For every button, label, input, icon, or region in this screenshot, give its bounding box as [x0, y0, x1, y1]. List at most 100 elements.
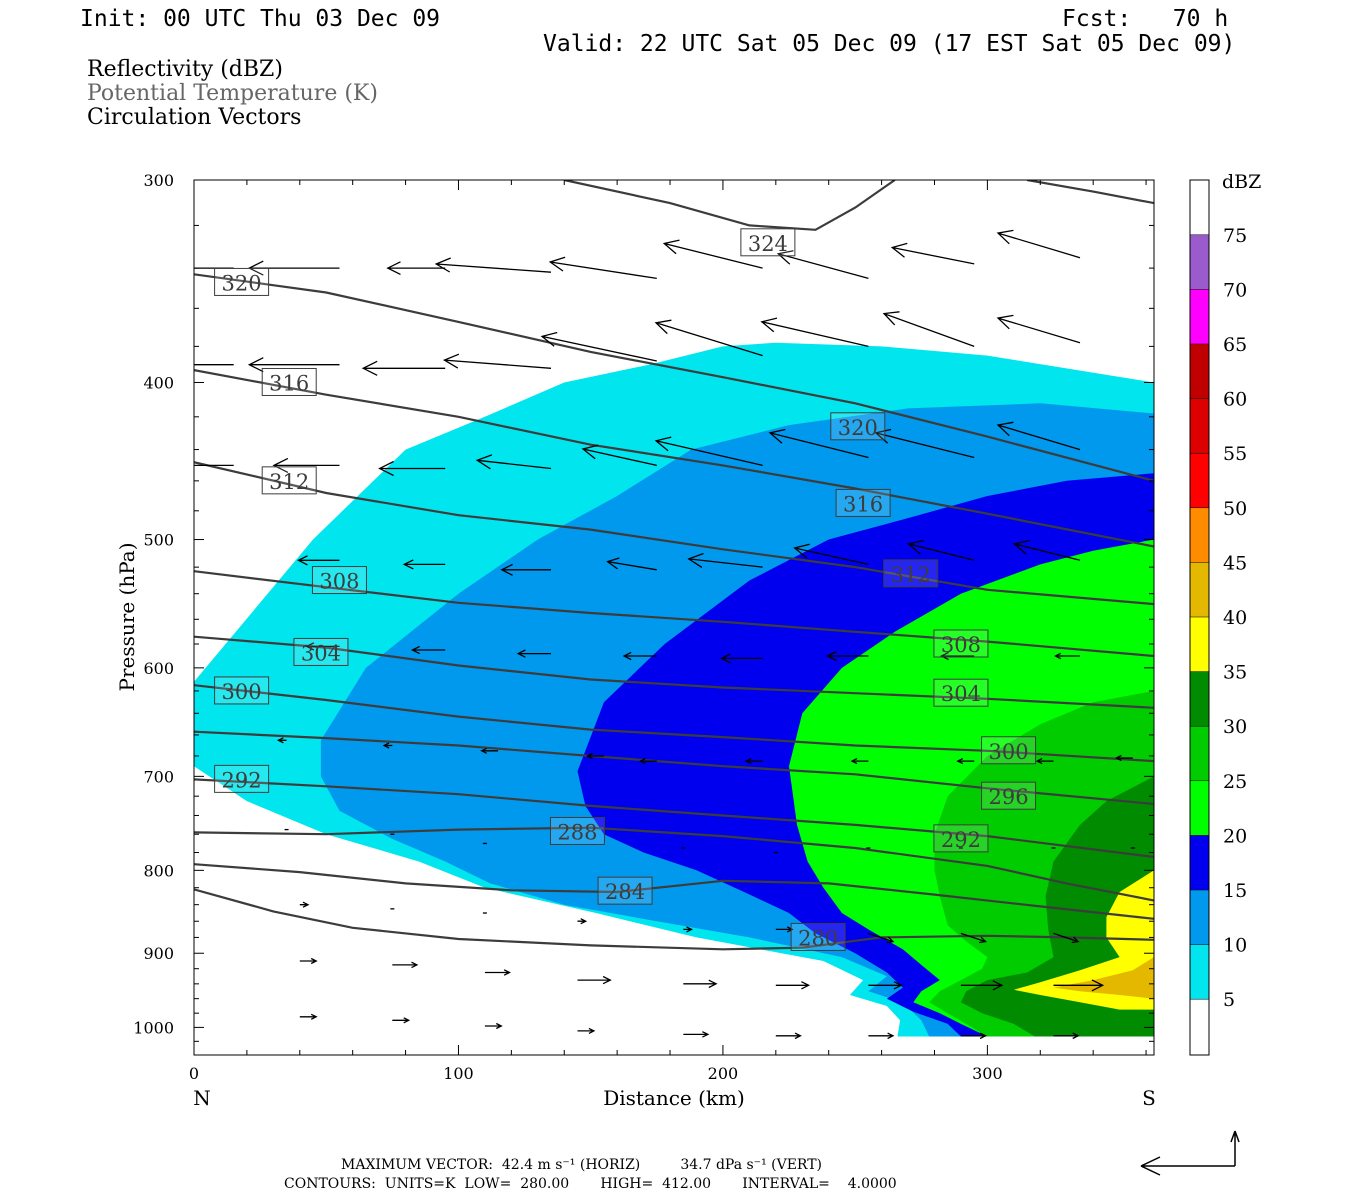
circulation-vector [586, 752, 604, 760]
theta-contour-316 [194, 369, 1154, 548]
circulation-vector [960, 932, 987, 944]
colorbar-tick-label: 65 [1223, 334, 1247, 356]
y-tick-label: 900 [143, 944, 174, 963]
x-end-label-south: S [1142, 1086, 1156, 1110]
circulation-vector [299, 901, 310, 908]
contour-label-box [261, 466, 317, 495]
circulation-vector [540, 331, 657, 362]
contour-label-box [830, 412, 886, 441]
circulation-vector [638, 758, 657, 765]
circulation-vector [484, 969, 511, 976]
contour-label: 284 [605, 880, 645, 904]
colorbar-segment-10 [1190, 890, 1209, 945]
circulation-vector [276, 737, 287, 744]
contour-label-box [311, 566, 367, 595]
circulation-vector [606, 557, 657, 571]
colorbar-tick-label: 75 [1223, 225, 1247, 247]
contour-label-box [883, 559, 939, 588]
circulation-vector [577, 918, 588, 925]
colorbar-segment-35 [1190, 617, 1209, 672]
circulation-vector [484, 1022, 503, 1030]
circulation-vector [775, 981, 811, 990]
contour-label: 304 [301, 641, 341, 665]
colorbar-tick-label: 70 [1223, 279, 1247, 301]
circulation-vector [956, 758, 975, 765]
circulation-vector [548, 256, 657, 280]
colorbar-tick-label: 30 [1223, 716, 1247, 738]
y-tick-label: 300 [143, 171, 174, 190]
theta-contour-284 [194, 863, 1154, 920]
colorbar-tick-label: 45 [1223, 552, 1247, 574]
y-tick-label: 600 [143, 659, 174, 678]
contour-label: 292 [222, 768, 262, 792]
contour-label: 288 [557, 820, 597, 844]
contour-label-box [214, 267, 270, 296]
contour-label: 320 [838, 416, 878, 440]
contour-label: 280 [798, 926, 838, 950]
contour-label-box [261, 367, 317, 396]
contour-label: 324 [748, 232, 788, 256]
circulation-vector [868, 981, 903, 990]
circulation-vector [299, 957, 318, 965]
contour-label-box [933, 824, 989, 853]
colorbar-title: dBZ [1222, 171, 1261, 193]
init-time: Init: 00 UTC Thu 03 Dec 09 [80, 6, 441, 32]
legend-circulation-vectors: Circulation Vectors [87, 105, 302, 130]
forecast-hour: Fcst: 70 h [1062, 6, 1229, 32]
circulation-vector [850, 758, 869, 765]
circulation-vector [662, 239, 763, 269]
circulation-vector [247, 357, 340, 373]
circulation-vector [382, 742, 393, 749]
circulation-vector [793, 543, 869, 566]
theta-contour-292 [194, 778, 1154, 859]
contour-label-box [933, 629, 989, 658]
y-axis-label: Pressure (hPa) [115, 543, 139, 692]
circulation-vector [480, 747, 499, 754]
circulation-vector [402, 559, 446, 570]
circulation-vector [392, 1017, 411, 1024]
circulation-vector [194, 364, 234, 366]
circulation-vector [776, 250, 869, 280]
circulation-vector [775, 926, 794, 933]
colorbar-segment-60 [1190, 344, 1209, 399]
theta-contour-320 [194, 273, 1154, 482]
colorbar-segment-30 [1190, 671, 1209, 727]
circulation-vector [1053, 652, 1080, 660]
colorbar-tick-label: 10 [1223, 935, 1247, 957]
colorbar-segment-50 [1190, 453, 1209, 508]
contour-label-box [981, 736, 1037, 765]
colorbar-segment-55 [1190, 398, 1209, 454]
colorbar-tick-label: 40 [1223, 607, 1247, 629]
circulation-vector [996, 421, 1081, 451]
colorbar-tick-label: 25 [1223, 771, 1247, 793]
circulation-vector [825, 650, 869, 662]
circulation-vector [577, 975, 612, 985]
circulation-vector [996, 229, 1081, 259]
circulation-vector [882, 311, 975, 348]
contour-label: 312 [891, 563, 931, 587]
circulation-vector [890, 242, 975, 265]
circulation-vector [868, 932, 895, 944]
contour-label: 296 [988, 785, 1028, 809]
theta-contour-288 [194, 826, 1154, 902]
theta-contour-300 [194, 684, 1154, 763]
colorbar-segment-45 [1190, 507, 1209, 563]
theta-contour-324 [563, 180, 896, 231]
circulation-vector [1035, 758, 1054, 765]
circulation-vector [410, 645, 446, 655]
circulation-vector [720, 653, 763, 664]
circulation-vector [960, 1032, 987, 1040]
circulation-vector [475, 454, 552, 470]
circulation-vector [500, 563, 551, 576]
contour-label: 316 [269, 371, 309, 395]
circulation-vector [960, 980, 1004, 991]
x-tick-label: 100 [443, 1064, 474, 1083]
contour-label: 312 [269, 470, 309, 494]
theta-contour-308 [194, 570, 1154, 658]
y-tick-label: 700 [143, 767, 174, 786]
circulation-vector [297, 555, 340, 566]
circulation-vector [194, 464, 234, 467]
reflectivity-40-dbz-region [1053, 957, 1154, 999]
contour-label-box [740, 228, 796, 257]
